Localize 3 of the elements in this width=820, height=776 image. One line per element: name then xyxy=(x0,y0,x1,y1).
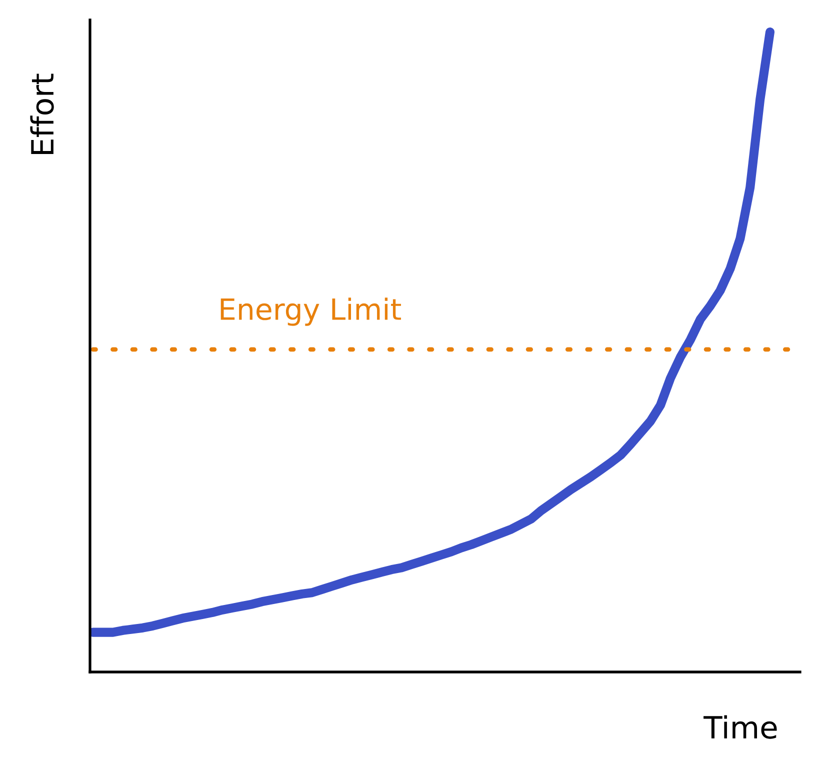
ref-line-label: Energy Limit xyxy=(220,298,401,326)
x-axis-title: Time xyxy=(704,715,777,739)
y-axis-title: Effort xyxy=(30,74,54,154)
